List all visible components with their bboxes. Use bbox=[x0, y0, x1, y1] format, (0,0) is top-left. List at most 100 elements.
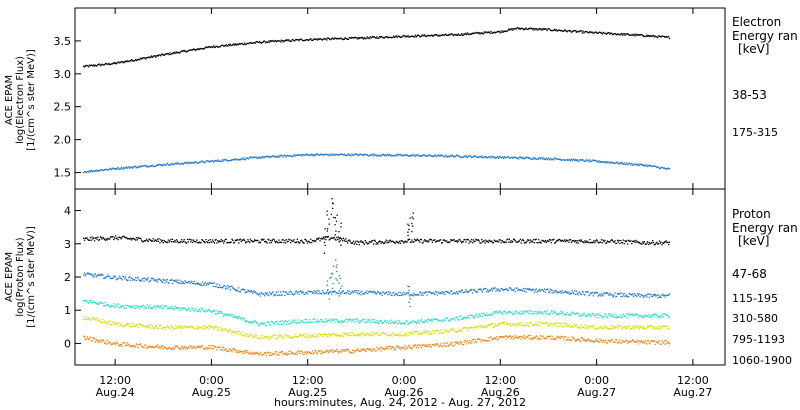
data-point bbox=[109, 168, 111, 170]
data-point bbox=[281, 337, 283, 339]
data-point bbox=[290, 352, 293, 354]
data-point bbox=[622, 313, 624, 315]
data-point bbox=[240, 317, 242, 319]
data-point bbox=[617, 316, 619, 318]
data-point bbox=[179, 307, 181, 309]
data-point bbox=[441, 345, 443, 348]
data-point bbox=[412, 319, 414, 321]
data-point bbox=[366, 348, 368, 350]
data-point bbox=[392, 36, 394, 38]
data-point bbox=[333, 319, 335, 321]
data-point bbox=[445, 329, 447, 332]
data-point bbox=[235, 333, 237, 335]
data-point bbox=[533, 27, 535, 30]
data-point bbox=[491, 323, 493, 325]
data-point bbox=[476, 341, 478, 344]
data-point bbox=[140, 324, 143, 326]
data-point bbox=[217, 312, 219, 314]
data-point bbox=[453, 156, 455, 158]
data-point bbox=[105, 62, 107, 65]
data-point bbox=[363, 153, 366, 155]
data-point bbox=[362, 242, 365, 244]
data-point bbox=[193, 310, 195, 312]
data-point bbox=[600, 161, 603, 163]
data-point bbox=[636, 33, 638, 36]
data-point bbox=[410, 35, 412, 37]
data-point bbox=[536, 291, 538, 293]
data-point bbox=[651, 242, 653, 244]
data-point bbox=[572, 30, 574, 32]
data-point bbox=[145, 326, 147, 328]
data-point bbox=[94, 64, 97, 66]
data-point bbox=[311, 321, 313, 324]
data-point bbox=[368, 155, 370, 157]
data-point bbox=[290, 241, 292, 244]
data-point bbox=[149, 57, 151, 59]
data-point bbox=[517, 289, 519, 292]
data-point bbox=[583, 32, 585, 34]
data-point bbox=[519, 156, 521, 158]
data-point bbox=[326, 350, 329, 352]
data-point bbox=[171, 241, 173, 243]
data-point bbox=[491, 338, 493, 340]
data-point bbox=[270, 336, 272, 338]
data-point bbox=[595, 327, 597, 329]
data-point bbox=[563, 240, 565, 242]
data-point bbox=[575, 30, 577, 32]
data-point bbox=[458, 328, 460, 331]
data-point bbox=[393, 322, 396, 325]
data-point bbox=[631, 294, 633, 296]
data-point bbox=[628, 162, 630, 164]
data-point bbox=[186, 242, 188, 244]
data-point bbox=[400, 294, 402, 297]
data-point bbox=[192, 307, 194, 309]
data-point bbox=[283, 40, 285, 42]
data-point bbox=[230, 350, 232, 352]
data-point bbox=[501, 31, 503, 34]
data-point bbox=[405, 154, 407, 157]
data-point bbox=[307, 240, 309, 242]
data-point bbox=[303, 333, 305, 336]
data-point bbox=[127, 166, 129, 168]
data-point bbox=[220, 286, 222, 288]
data-point bbox=[289, 335, 291, 337]
data-point bbox=[454, 33, 456, 36]
data-point bbox=[565, 159, 567, 161]
data-point bbox=[577, 242, 579, 244]
data-point bbox=[617, 241, 619, 243]
data-point bbox=[405, 333, 407, 336]
data-point bbox=[177, 163, 179, 165]
data-point bbox=[295, 353, 297, 355]
data-point bbox=[428, 319, 430, 321]
data-point bbox=[199, 284, 201, 286]
data-point bbox=[108, 275, 110, 278]
data-point bbox=[198, 283, 200, 285]
data-point bbox=[259, 335, 262, 337]
data-point bbox=[513, 28, 516, 30]
data-point bbox=[141, 325, 143, 327]
data-point bbox=[287, 240, 289, 242]
data-point bbox=[338, 320, 340, 323]
data-point bbox=[223, 45, 225, 47]
data-point bbox=[352, 292, 355, 294]
data-point bbox=[383, 37, 385, 39]
data-point bbox=[210, 160, 212, 163]
data-point bbox=[515, 28, 517, 30]
data-point bbox=[643, 165, 645, 167]
data-point bbox=[384, 292, 386, 294]
data-point bbox=[480, 341, 482, 343]
data-point bbox=[226, 288, 228, 290]
data-point bbox=[281, 320, 283, 322]
data-point bbox=[410, 347, 412, 349]
data-point bbox=[224, 348, 226, 351]
data-point bbox=[212, 241, 215, 243]
data-point bbox=[378, 240, 381, 242]
data-point bbox=[331, 318, 334, 320]
data-point bbox=[523, 242, 526, 244]
data-point bbox=[652, 165, 655, 167]
data-point bbox=[318, 321, 320, 323]
data-point bbox=[645, 243, 647, 246]
data-point bbox=[515, 157, 517, 159]
data-point bbox=[614, 33, 616, 35]
data-point bbox=[553, 310, 555, 313]
